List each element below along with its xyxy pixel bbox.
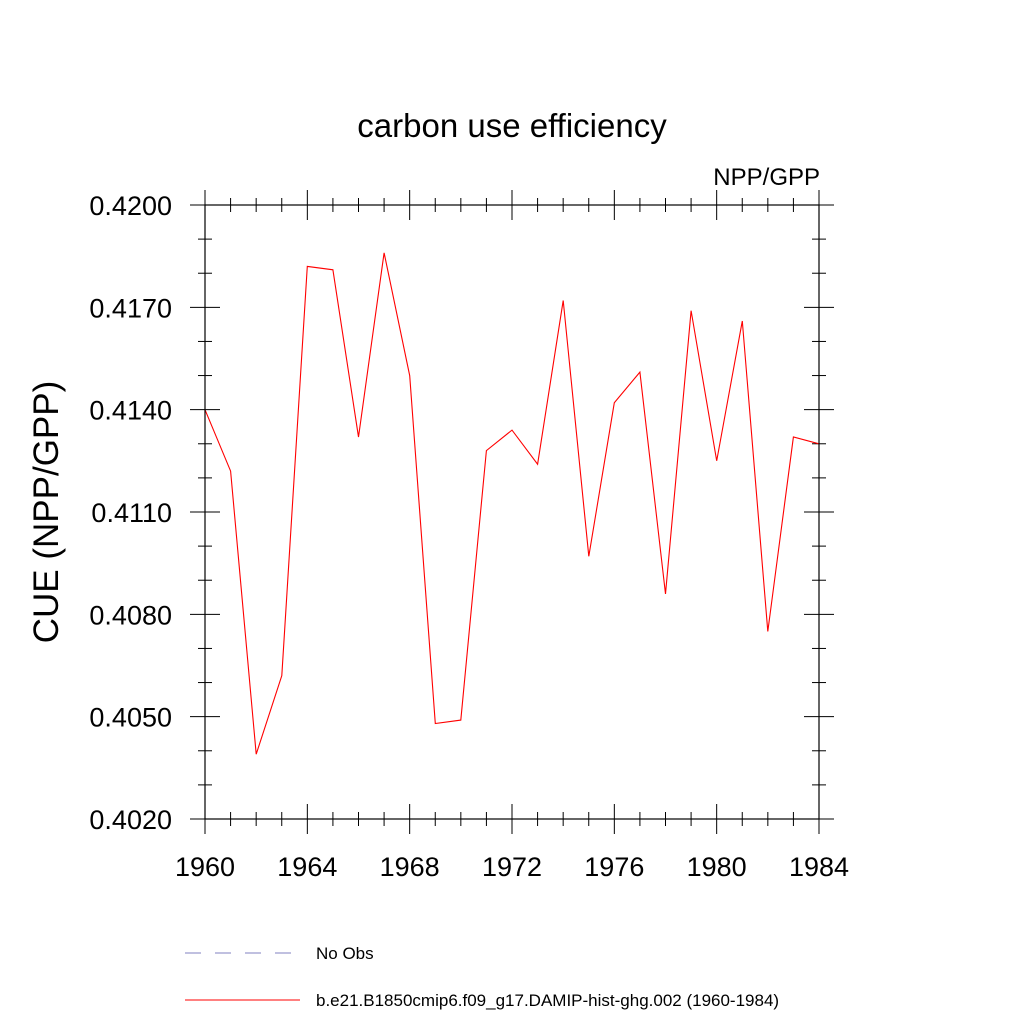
chart-title: carbon use efficiency [357, 107, 667, 144]
y-axis-label: CUE (NPP/GPP) [27, 381, 66, 644]
x-tick-label: 1964 [277, 852, 337, 882]
plot-frame [204, 204, 820, 820]
y-tick-label: 0.4200 [89, 191, 172, 221]
x-tick-label: 1980 [687, 852, 747, 882]
axis-tick-labels: 1960 1964 1968 1972 1976 1980 1984 0.4020 0.4050… [89, 191, 849, 882]
y-tick-label: 0.4140 [89, 396, 172, 426]
legend: No Obs b.e21.B1850cmip6.f09_g17.DAMIP-hi… [185, 944, 779, 1010]
series-layer [204, 252, 820, 755]
chart-subtitle: NPP/GPP [713, 164, 820, 191]
x-tick-label: 1960 [175, 852, 235, 882]
y-tick-label: 0.4080 [89, 600, 172, 630]
x-tick-label: 1984 [789, 852, 849, 882]
y-tick-label: 0.4110 [91, 498, 172, 528]
y-tick-label: 0.4020 [89, 805, 172, 835]
y-tick-label: 0.4050 [89, 703, 172, 733]
series-line-0 [204, 252, 820, 755]
legend-label-no-obs: No Obs [316, 944, 374, 963]
y-tick-label: 0.4170 [89, 293, 172, 323]
axis-ticks [190, 190, 834, 834]
x-tick-label: 1972 [482, 852, 542, 882]
x-tick-label: 1968 [380, 852, 440, 882]
legend-label-model-run: b.e21.B1850cmip6.f09_g17.DAMIP-hist-ghg.… [316, 991, 779, 1010]
x-tick-label: 1976 [584, 852, 644, 882]
